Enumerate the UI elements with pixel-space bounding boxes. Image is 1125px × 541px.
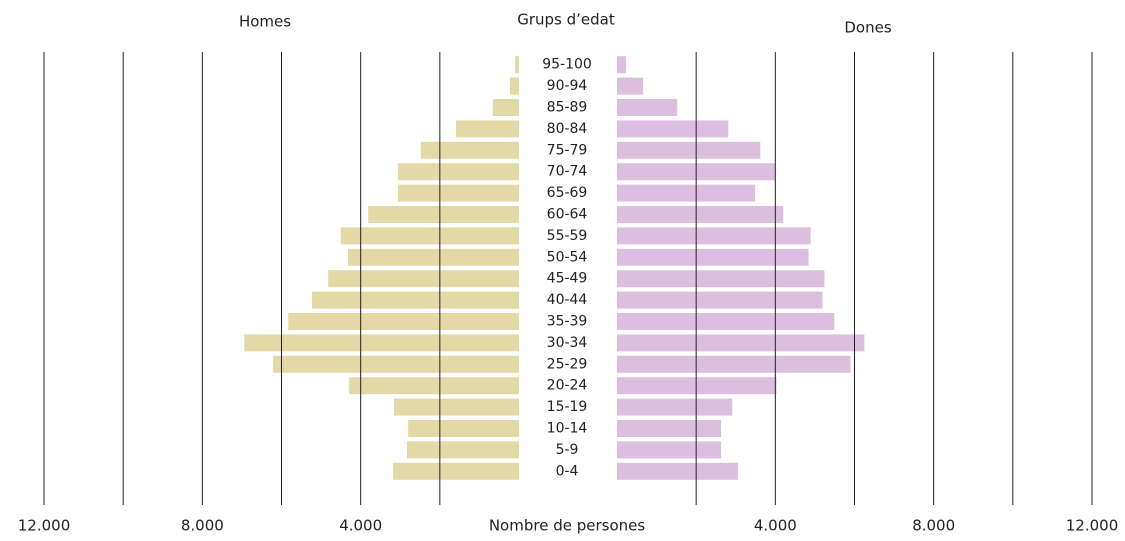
bar [617, 462, 739, 480]
category-label: 5-9 [556, 442, 579, 458]
category-label: 30-34 [547, 335, 588, 351]
category-label: 85-89 [547, 100, 588, 116]
bar [393, 462, 519, 480]
right-label: Dones [844, 19, 891, 37]
x-tick-label: 8.000 [912, 517, 955, 535]
category-label: 25-29 [547, 356, 588, 372]
left-label: Homes [239, 13, 291, 31]
x-tick-label: 4.000 [754, 517, 797, 535]
category-label: 10-14 [547, 421, 588, 437]
bar [393, 398, 519, 416]
bar [368, 206, 519, 223]
bar [617, 99, 678, 116]
category-label: 60-64 [547, 207, 588, 223]
category-label: 50-54 [547, 249, 588, 265]
bar [617, 441, 722, 459]
bar [617, 291, 823, 309]
bar [617, 313, 835, 330]
bar [617, 227, 811, 245]
bar [617, 184, 756, 202]
bar [617, 56, 627, 74]
bar [617, 206, 784, 223]
bar [617, 270, 825, 288]
x-axis-label: Nombre de persones [489, 517, 646, 535]
bar [406, 441, 519, 459]
bar [340, 227, 519, 245]
bar [288, 313, 519, 330]
bar [509, 77, 519, 95]
category-label: 70-74 [547, 164, 588, 180]
bar [397, 163, 519, 181]
bar [617, 420, 722, 437]
bar [617, 398, 733, 416]
x-tick-label: 4.000 [339, 517, 382, 535]
category-label: 40-44 [547, 292, 588, 308]
bar [617, 120, 729, 138]
bar [617, 141, 761, 159]
bar [420, 141, 519, 159]
bar [397, 184, 519, 202]
bar [244, 334, 519, 352]
bar [348, 248, 519, 266]
category-label: 80-84 [547, 121, 588, 137]
bar [492, 99, 519, 116]
bar [456, 120, 519, 138]
bar [617, 248, 809, 266]
category-label: 75-79 [547, 142, 588, 158]
category-label: 90-94 [547, 78, 588, 94]
bar [273, 355, 519, 373]
chart-title: Grups d’edat [517, 11, 615, 29]
bar [311, 291, 519, 309]
x-tick-label: 12.000 [18, 517, 71, 535]
bar [408, 420, 519, 437]
category-label: 0-4 [556, 463, 579, 479]
bar [617, 334, 865, 352]
bar [515, 56, 519, 74]
bar [617, 355, 851, 373]
bar [617, 377, 777, 395]
category-label: 15-19 [547, 399, 588, 415]
x-tick-label: 8.000 [181, 517, 224, 535]
bar [349, 377, 519, 395]
category-label: 20-24 [547, 378, 588, 394]
category-label: 55-59 [547, 228, 588, 244]
bar [328, 270, 519, 288]
category-label: 35-39 [547, 314, 588, 330]
bar [617, 77, 644, 95]
category-label: 45-49 [547, 271, 588, 287]
category-label: 95-100 [542, 57, 592, 73]
category-label: 65-69 [547, 185, 588, 201]
x-tick-label: 12.000 [1066, 517, 1119, 535]
